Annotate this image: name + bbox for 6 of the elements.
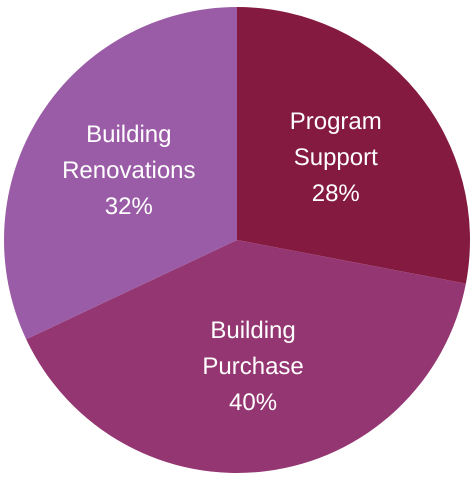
data-label: 32% bbox=[104, 192, 153, 220]
data-label: 40% bbox=[229, 388, 278, 416]
data-label: 28% bbox=[312, 180, 360, 207]
slice-label: Program Support bbox=[290, 108, 382, 171]
slice-label: Building Purchase bbox=[202, 316, 304, 380]
slice-label: Building Renovations bbox=[62, 120, 196, 184]
